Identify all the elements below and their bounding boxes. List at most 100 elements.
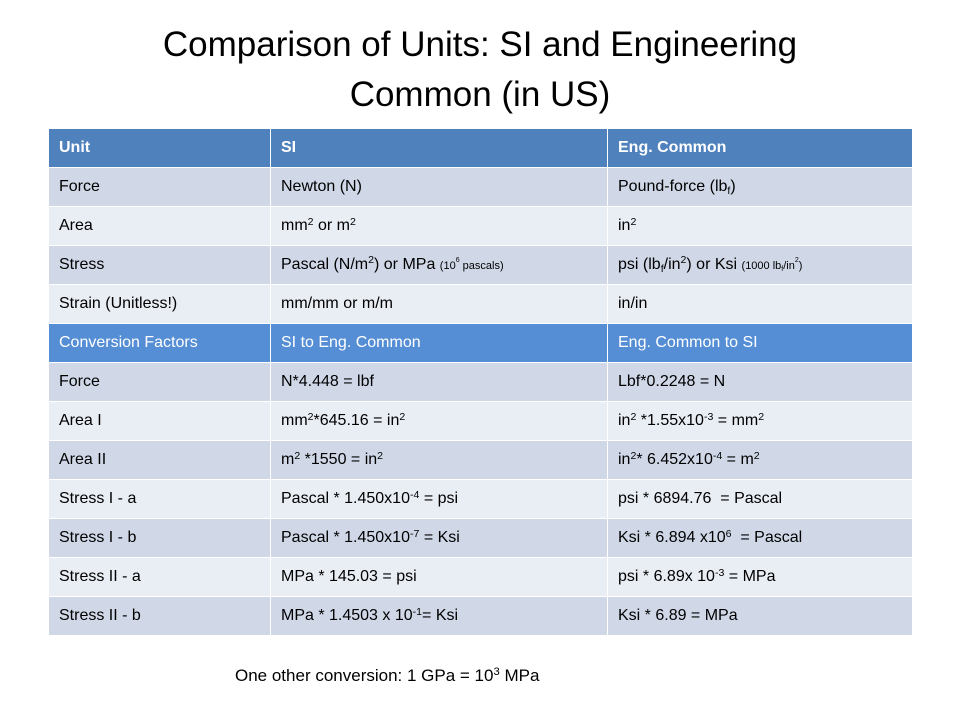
superscript-text: 2 bbox=[399, 410, 406, 423]
cell-text: ) or MPa bbox=[374, 255, 440, 273]
si-cell: MPa * 1.4503 x 10-1= Ksi bbox=[270, 596, 608, 636]
cell-text: Unit bbox=[59, 139, 91, 156]
superscript-text: 6 bbox=[725, 527, 732, 540]
cell-text: Pascal * 1.450x10 bbox=[281, 529, 410, 546]
table-header-row: Unit SI Eng. Common bbox=[48, 128, 913, 168]
cell-text: = Ksi bbox=[419, 529, 460, 546]
superscript-text: 2 bbox=[753, 449, 760, 462]
superscript-text: 2 bbox=[630, 449, 637, 462]
superscript-text: 2 bbox=[294, 449, 301, 462]
unit-cell: Area II bbox=[48, 440, 271, 480]
footnote-conversion: One other conversion: 1 GPa = 103 MPa bbox=[235, 664, 539, 688]
si-cell: N*4.448 = lbf bbox=[270, 362, 608, 402]
cell-text: pascals) bbox=[459, 259, 504, 272]
cell-text: in bbox=[618, 451, 631, 468]
header-eng-common-cell: Eng. Common bbox=[607, 128, 913, 168]
si-cell: Pascal * 1.450x10-4 = psi bbox=[270, 479, 608, 519]
cell-text: in/in bbox=[618, 295, 648, 312]
cell-text: Ksi * 6.89 = MPa bbox=[618, 607, 738, 624]
cell-text: mm/mm or m/m bbox=[281, 295, 393, 312]
eng-common-cell: psi * 6.89x 10-3 = MPa bbox=[607, 557, 913, 597]
unit-cell: Area bbox=[48, 206, 271, 246]
cell-text: Area I bbox=[59, 412, 102, 429]
cell-text: SI bbox=[281, 139, 297, 156]
slide-title: Comparison of Units: SI and Engineering … bbox=[0, 20, 960, 120]
eng-common-cell: in2 bbox=[607, 206, 913, 246]
cell-text: Stress I - a bbox=[59, 490, 137, 507]
superscript-text: 2 bbox=[368, 254, 374, 267]
table-row: Stress I - a Pascal * 1.450x10-4 = psi psi… bbox=[48, 479, 913, 519]
table-row: Stress I - b Pascal * 1.450x10-7 = Ksi Ksi… bbox=[48, 518, 913, 558]
eng-common-cell: psi (lbf/in2) or Ksi (1000 lbf/in2) bbox=[607, 245, 913, 285]
cell-text: = MPa bbox=[724, 568, 776, 585]
eng-common-cell: in/in bbox=[607, 284, 913, 324]
cell-text: SI to Eng. Common bbox=[281, 334, 421, 351]
eng-common-cell: in2* 6.452x10-4 = m2 bbox=[607, 440, 913, 480]
si-cell: mm2*645.16 = in2 bbox=[270, 401, 608, 441]
cell-text: = m bbox=[722, 451, 754, 468]
units-comparison-table: Unit SI Eng. Common Force Newton (N) Pound-fo… bbox=[48, 128, 913, 636]
cell-text: Area bbox=[59, 217, 93, 234]
units-table-body: Unit SI Eng. Common Force Newton (N) Pound-fo… bbox=[48, 128, 913, 636]
header-si-cell: SI bbox=[270, 128, 608, 168]
cell-text: Strain (Unitless!) bbox=[59, 295, 178, 312]
superscript-text: -1 bbox=[412, 605, 423, 618]
si-cell: MPa * 145.03 = psi bbox=[270, 557, 608, 597]
cell-text: /in bbox=[783, 259, 795, 272]
cell-text: Stress II - b bbox=[59, 607, 141, 624]
cell-text: * 6.452x10 bbox=[636, 451, 713, 468]
unit-cell: Stress II - a bbox=[48, 557, 271, 597]
table-row: Area II m2 *1550 = in2 in2* 6.452x10-4 = m… bbox=[48, 440, 913, 480]
eng-common-cell: Pound-force (lbf) bbox=[607, 167, 913, 207]
cell-text: Stress II - a bbox=[59, 568, 141, 585]
cell-text: MPa * 145.03 = psi bbox=[281, 568, 417, 585]
superscript-text: -4 bbox=[712, 449, 723, 462]
cell-text: = Ksi bbox=[422, 607, 459, 624]
superscript-text: 2 bbox=[377, 449, 384, 462]
cell-text: = Pascal bbox=[731, 529, 803, 546]
superscript-text: -4 bbox=[409, 488, 420, 501]
slide-title-line: Common (in US) bbox=[349, 75, 611, 114]
cell-text: psi * 6.89x 10 bbox=[618, 568, 715, 585]
eng-common-cell: psi * 6894.76 = Pascal bbox=[607, 479, 913, 519]
si-cell: mm2 or m2 bbox=[270, 206, 608, 246]
header-unit-cell: Unit bbox=[48, 128, 271, 168]
si-cell: Pascal * 1.450x10-7 = Ksi bbox=[270, 518, 608, 558]
unit-cell: Force bbox=[48, 167, 271, 207]
cell-text: (1000 lb bbox=[741, 259, 782, 272]
cell-text: Stress I - b bbox=[59, 529, 137, 546]
cell-text: Stress bbox=[59, 256, 105, 273]
superscript-text: 2 bbox=[680, 254, 687, 267]
superscript-text: -3 bbox=[703, 410, 714, 423]
cell-text: in bbox=[618, 412, 631, 429]
cell-text: One other conversion: 1 GPa = 10 bbox=[235, 666, 494, 685]
subscript-text: f bbox=[660, 262, 664, 275]
cell-text: MPa bbox=[499, 666, 540, 685]
table-row: Force N*4.448 = lbf Lbf*0.2248 = N bbox=[48, 362, 913, 402]
unit-cell: Stress II - b bbox=[48, 596, 271, 636]
eng-common-cell: Ksi * 6.894 x106 = Pascal bbox=[607, 518, 913, 558]
si-cell: mm/mm or m/m bbox=[270, 284, 608, 324]
unit-cell: Area I bbox=[48, 401, 271, 441]
superscript-text: 2 bbox=[307, 215, 314, 228]
cell-text: or m bbox=[313, 217, 350, 234]
table-row: Stress II - b MPa * 1.4503 x 10-1= Ksi Ksi… bbox=[48, 596, 913, 636]
eng-common-cell: Lbf*0.2248 = N bbox=[607, 362, 913, 402]
superscript-text: 2 bbox=[630, 410, 637, 423]
cell-text: psi (lb bbox=[618, 255, 661, 273]
unit-cell: Stress I - b bbox=[48, 518, 271, 558]
superscript-text: 2 bbox=[630, 215, 637, 228]
cell-text: Lbf*0.2248 = N bbox=[618, 373, 726, 390]
table-row: Area mm2 or m2 in2 bbox=[48, 206, 913, 246]
header-si-cell: SI to Eng. Common bbox=[270, 323, 608, 363]
cell-text: Pascal (N/m bbox=[281, 255, 369, 273]
header-unit-cell: Conversion Factors bbox=[48, 323, 271, 363]
cell-text: mm bbox=[281, 412, 308, 429]
table-row: Force Newton (N) Pound-force (lbf) bbox=[48, 167, 913, 207]
cell-text: N*4.448 = lbf bbox=[281, 373, 374, 390]
superscript-text: 2 bbox=[794, 257, 799, 265]
cell-text: = psi bbox=[419, 490, 459, 507]
cell-text: /in bbox=[663, 255, 681, 273]
si-cell: m2 *1550 = in2 bbox=[270, 440, 608, 480]
